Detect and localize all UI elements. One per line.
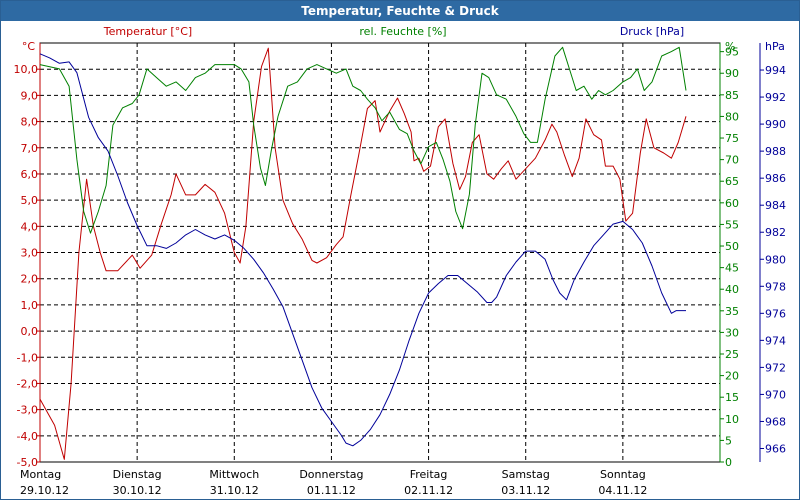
x-date-label: 31.10.12 bbox=[210, 484, 259, 497]
temperature-tick-label: 8,0 bbox=[21, 116, 39, 129]
temperature-tick-label: -3,0 bbox=[17, 404, 38, 417]
x-date-label: 03.11.12 bbox=[501, 484, 550, 497]
pressure-tick-label: 970 bbox=[765, 388, 786, 401]
temperature-axis-title: Temperatur [°C] bbox=[103, 25, 192, 38]
humidity-tick-label: 30 bbox=[725, 326, 739, 339]
humidity-tick-label: 50 bbox=[725, 240, 739, 253]
temperature-tick-label: 6,0 bbox=[21, 168, 39, 181]
humidity-unit-label: % bbox=[725, 40, 735, 53]
pressure-tick-label: 976 bbox=[765, 307, 786, 320]
x-day-label: Montag bbox=[20, 468, 61, 481]
x-date-label: 02.11.12 bbox=[404, 484, 453, 497]
chart-axes bbox=[36, 43, 764, 463]
pressure-tick-label: 966 bbox=[765, 442, 786, 455]
x-day-label: Freitag bbox=[410, 468, 448, 481]
pressure-tick-label: 972 bbox=[765, 361, 786, 374]
pressure-tick-label: 984 bbox=[765, 199, 786, 212]
humidity-tick-label: 70 bbox=[725, 154, 739, 167]
axis-labels: 10,0 9,0 8,0 7,0 6,0 5,0 4,0 3,0 2,0 1,0 0,0 -1,0 -2… bbox=[14, 25, 787, 497]
temperature-tick-label: 1,0 bbox=[21, 299, 39, 312]
temperature-tick-label: -2,0 bbox=[17, 377, 38, 390]
humidity-tick-label: 5 bbox=[725, 434, 732, 447]
pressure-tick-label: 980 bbox=[765, 253, 786, 266]
x-day-label: Dienstag bbox=[113, 468, 162, 481]
x-date-label: 01.11.12 bbox=[307, 484, 356, 497]
series-line-humidity bbox=[39, 46, 687, 234]
x-date-label: 04.11.12 bbox=[598, 484, 647, 497]
humidity-tick-label: 90 bbox=[725, 67, 739, 80]
temperature-tick-label: 5,0 bbox=[21, 194, 39, 207]
temperature-tick-label: 4,0 bbox=[21, 220, 39, 233]
pressure-tick-label: 992 bbox=[765, 91, 786, 104]
pressure-tick-label: 988 bbox=[765, 145, 786, 158]
x-date-label: 30.10.12 bbox=[113, 484, 162, 497]
series-line-temperature bbox=[39, 47, 687, 460]
grid-lines bbox=[39, 42, 721, 463]
pressure-tick-label: 974 bbox=[765, 334, 786, 347]
x-day-label: Mittwoch bbox=[209, 468, 259, 481]
x-date-label: 29.10.12 bbox=[20, 484, 69, 497]
pressure-tick-label: 978 bbox=[765, 280, 786, 293]
temperature-tick-label: -1,0 bbox=[17, 351, 38, 364]
humidity-tick-label: 80 bbox=[725, 110, 739, 123]
pressure-tick-label: 968 bbox=[765, 415, 786, 428]
pressure-unit-label: hPa bbox=[765, 40, 785, 53]
temperature-tick-label: 0,0 bbox=[21, 325, 39, 338]
series-line-pressure bbox=[39, 53, 686, 447]
temperature-unit-label: °C bbox=[22, 40, 36, 53]
humidity-tick-label: 40 bbox=[725, 283, 739, 296]
humidity-tick-label: 95 bbox=[725, 46, 739, 59]
humidity-tick-label: 15 bbox=[725, 391, 739, 404]
humidity-tick-label: 65 bbox=[725, 175, 739, 188]
series-layer bbox=[39, 46, 687, 460]
humidity-tick-label: 10 bbox=[725, 413, 739, 426]
pressure-tick-label: 994 bbox=[765, 64, 786, 77]
humidity-tick-label: 55 bbox=[725, 218, 739, 231]
temperature-tick-label: 10,0 bbox=[14, 63, 39, 76]
humidity-tick-label: 25 bbox=[725, 348, 739, 361]
chart-title: Temperatur, Feuchte & Druck bbox=[1, 1, 799, 21]
humidity-axis-title: rel. Feuchte [%] bbox=[359, 25, 446, 38]
temperature-tick-label: -5,0 bbox=[17, 456, 38, 469]
pressure-tick-label: 982 bbox=[765, 226, 786, 239]
humidity-tick-label: 35 bbox=[725, 305, 739, 318]
humidity-tick-label: 0 bbox=[725, 456, 732, 469]
humidity-tick-label: 85 bbox=[725, 89, 739, 102]
temperature-tick-label: 7,0 bbox=[21, 142, 39, 155]
pressure-axis-title: Druck [hPa] bbox=[620, 25, 684, 38]
temperature-tick-label: 3,0 bbox=[21, 247, 39, 260]
pressure-tick-label: 986 bbox=[765, 172, 786, 185]
x-day-label: Donnerstag bbox=[299, 468, 363, 481]
x-day-label: Samstag bbox=[502, 468, 550, 481]
pressure-tick-label: 990 bbox=[765, 118, 786, 131]
temperature-tick-label: -4,0 bbox=[17, 430, 38, 443]
humidity-tick-label: 20 bbox=[725, 370, 739, 383]
humidity-tick-label: 75 bbox=[725, 132, 739, 145]
humidity-tick-label: 60 bbox=[725, 197, 739, 210]
temperature-tick-label: 9,0 bbox=[21, 89, 39, 102]
x-day-label: Sonntag bbox=[600, 468, 646, 481]
humidity-tick-label: 45 bbox=[725, 262, 739, 275]
temperature-tick-label: 2,0 bbox=[21, 273, 39, 286]
